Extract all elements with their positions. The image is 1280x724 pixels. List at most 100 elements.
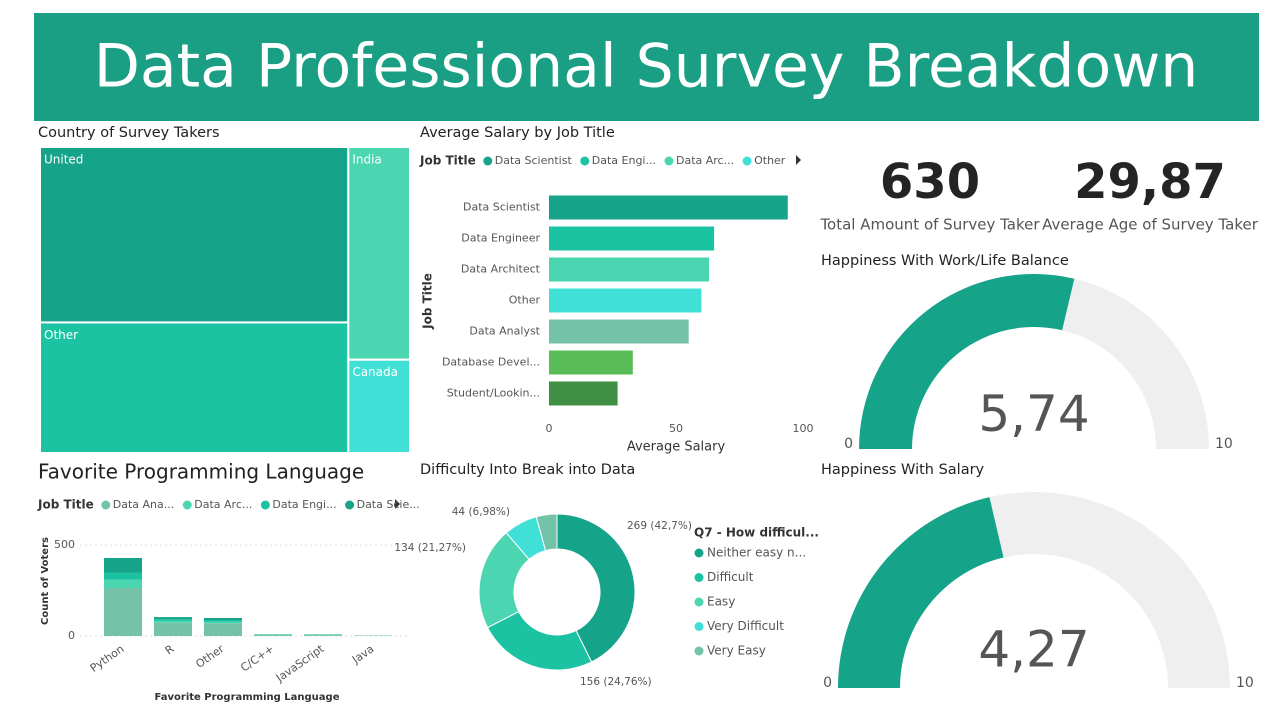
- legend-label: Neither easy n...: [707, 546, 806, 560]
- legend-marker: [742, 156, 752, 166]
- donut-slice: [486, 610, 593, 671]
- x-tick-label: 100: [793, 422, 814, 435]
- dashboard-title: Data Professional Survey Breakdown: [94, 32, 1199, 102]
- legend-label: Very Easy: [707, 644, 766, 658]
- bar: [549, 226, 715, 251]
- y-axis-label: Count of Voters: [40, 537, 51, 625]
- bar: [549, 381, 618, 406]
- legend-marker: [260, 500, 270, 510]
- bar-segment: [204, 620, 242, 622]
- legend-more-arrow: [796, 155, 801, 165]
- legend-marker: [694, 573, 704, 582]
- legend-marker: [101, 500, 111, 510]
- gauge-min: 0: [844, 436, 853, 452]
- legend-label: Data Arc...: [676, 154, 734, 167]
- legend-title: Job Title: [37, 498, 94, 512]
- legend-label: Data Engi...: [272, 498, 336, 511]
- legend-label: Other: [754, 154, 786, 167]
- legend-label: Data Scientist: [495, 154, 573, 167]
- x-tick-label: Other: [193, 642, 226, 671]
- gauge-value-label: 5,74: [978, 385, 1089, 443]
- legend-marker: [580, 156, 590, 166]
- x-tick-label: 0: [546, 422, 553, 435]
- treemap-tile: [39, 146, 350, 324]
- donut-slice: [556, 513, 636, 663]
- gauge-min: 0: [823, 675, 832, 691]
- bar-segment: [204, 621, 242, 624]
- legend-marker: [694, 548, 704, 558]
- y-tick-label: Other: [509, 294, 541, 307]
- gauge-value-label: 4,27: [978, 621, 1089, 679]
- chart-title: Country of Survey Takers: [38, 125, 220, 141]
- x-axis-label: Favorite Programming Language: [155, 692, 340, 703]
- bar-segment: [104, 558, 142, 573]
- bar-segment: [254, 635, 292, 636]
- gauge-max: 10: [1236, 675, 1254, 691]
- bar-segment: [104, 579, 142, 588]
- treemap-tile: [39, 321, 350, 454]
- x-tick-label: 50: [669, 422, 683, 435]
- y-tick-label: 500: [54, 538, 75, 551]
- bar: [549, 350, 633, 375]
- legend-label: Data Scie...: [357, 498, 420, 511]
- tile-label: Other: [44, 328, 78, 342]
- tile-label: United: [44, 153, 83, 167]
- x-tick-label: C/C++: [238, 642, 276, 674]
- legend-marker: [182, 500, 192, 510]
- bar-segment: [204, 618, 242, 620]
- chart-title: Happiness With Salary: [821, 462, 985, 478]
- y-tick-label: Data Scientist: [463, 201, 541, 214]
- bar: [549, 195, 788, 220]
- y-tick-label: Student/Lookin...: [447, 387, 540, 400]
- kpi-value: 29,87: [1074, 154, 1226, 210]
- kpi-value: 630: [880, 154, 980, 210]
- bar-segment: [104, 588, 142, 636]
- data-label: 156 (24,76%): [580, 676, 652, 688]
- legend-more-arrow: [395, 499, 400, 509]
- legend-marker: [694, 597, 704, 607]
- treemap-tile: [347, 146, 412, 361]
- y-tick-label: Database Devel...: [442, 356, 540, 369]
- chart-title: Average Salary by Job Title: [420, 125, 615, 141]
- chart-title: Happiness With Work/Life Balance: [821, 253, 1069, 269]
- bar: [549, 288, 702, 313]
- bar-segment: [304, 635, 342, 636]
- legend-label: Very Difficult: [707, 619, 784, 633]
- bar-segment: [204, 623, 242, 636]
- legend-marker: [345, 500, 355, 510]
- bar-segment: [154, 622, 192, 636]
- y-tick-label: Data Architect: [461, 263, 541, 276]
- gauge-value: [838, 497, 1004, 688]
- bar: [549, 257, 710, 282]
- tile-label: Canada: [352, 365, 398, 379]
- data-label: 44 (6,98%): [452, 506, 510, 518]
- x-axis-label: Average Salary: [627, 440, 726, 455]
- gauge-value: [859, 274, 1075, 449]
- y-tick-label: Data Engineer: [461, 232, 540, 245]
- x-tick-label: Java: [349, 642, 376, 667]
- bar-segment: [104, 572, 142, 580]
- bar-segment: [154, 619, 192, 621]
- chart-title: Difficulty Into Break into Data: [420, 462, 635, 478]
- legend-marker: [694, 622, 704, 631]
- y-tick-label: 0: [68, 629, 75, 642]
- chart-title: Favorite Programming Language: [38, 460, 364, 484]
- legend-marker: [664, 156, 674, 166]
- y-axis-label: Job Title: [421, 273, 435, 330]
- x-tick-label: JavaScript: [273, 642, 327, 685]
- kpi-label: Total Amount of Survey Taker: [819, 216, 1040, 234]
- bar-segment: [154, 617, 192, 620]
- legend-label: Data Arc...: [194, 498, 252, 511]
- kpi-label: Average Age of Survey Taker: [1042, 216, 1259, 234]
- bar-segment: [154, 620, 192, 623]
- legend-label: Difficult: [707, 570, 754, 584]
- legend-label: Data Ana...: [113, 498, 175, 511]
- gauge-max: 10: [1215, 436, 1233, 452]
- tile-label: India: [352, 153, 381, 167]
- treemap-tile: [347, 358, 412, 454]
- y-tick-label: Data Analyst: [469, 325, 540, 338]
- bar: [549, 319, 689, 344]
- legend-label: Easy: [707, 595, 735, 609]
- x-tick-label: R: [163, 642, 177, 657]
